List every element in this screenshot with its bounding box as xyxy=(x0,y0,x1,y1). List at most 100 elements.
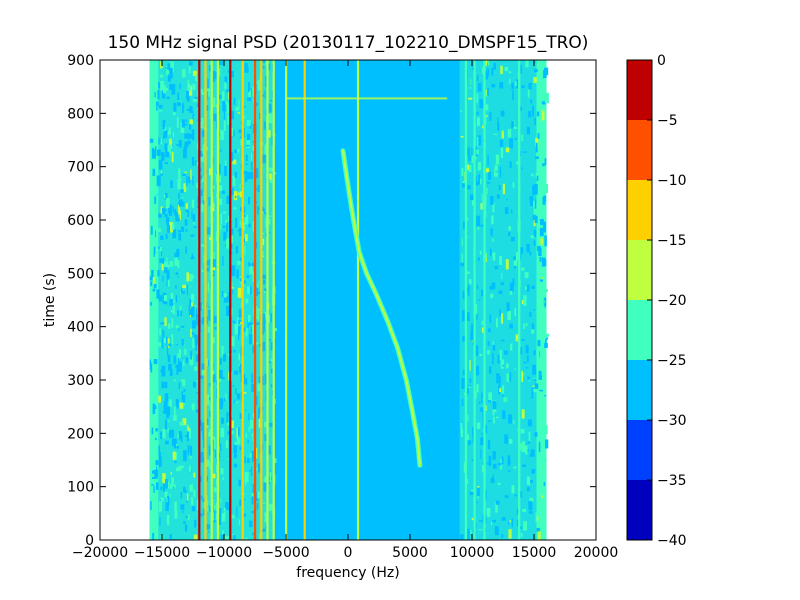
speckle xyxy=(499,388,502,392)
speckle xyxy=(494,165,498,171)
speckle xyxy=(160,486,163,490)
speckle xyxy=(519,526,522,530)
speckle xyxy=(152,288,156,292)
speckle xyxy=(493,133,498,135)
speckle xyxy=(193,226,197,229)
speckle xyxy=(500,147,504,158)
speckle xyxy=(486,187,488,195)
speckle xyxy=(154,519,158,527)
speckle xyxy=(206,475,209,482)
speckle xyxy=(245,66,249,73)
speckle xyxy=(231,420,234,429)
colorbar-cell xyxy=(627,60,652,120)
speckle xyxy=(170,472,172,475)
speckle xyxy=(510,343,513,351)
speckle xyxy=(515,334,520,342)
speckle xyxy=(177,260,180,269)
speckle xyxy=(162,258,165,268)
colorbar-tick-label: −15 xyxy=(657,233,687,249)
speckle xyxy=(182,201,185,207)
speckle xyxy=(185,203,188,209)
speckle xyxy=(183,486,186,493)
speckle xyxy=(213,113,218,122)
speckle xyxy=(179,465,184,469)
speckle xyxy=(208,530,210,533)
speckle xyxy=(157,90,160,100)
speckle xyxy=(519,64,522,74)
speckle xyxy=(513,126,518,129)
speckle xyxy=(466,434,469,445)
speckle xyxy=(187,427,190,431)
speckle xyxy=(530,449,535,457)
speckle xyxy=(538,531,541,540)
speckle xyxy=(262,406,264,411)
speckle xyxy=(231,336,235,347)
speckle xyxy=(257,206,259,215)
speckle xyxy=(527,376,531,380)
speckle xyxy=(251,433,253,438)
speckle xyxy=(234,370,238,375)
speckle xyxy=(153,283,157,289)
speckle xyxy=(223,231,227,241)
speckle xyxy=(210,337,215,344)
speckle xyxy=(206,418,209,426)
speckle xyxy=(156,194,159,199)
speckle xyxy=(507,311,512,320)
speckle xyxy=(177,370,179,374)
speckle xyxy=(468,155,471,161)
speckle xyxy=(471,155,474,164)
speckle xyxy=(225,222,229,232)
speckle xyxy=(171,477,175,483)
speckle xyxy=(189,119,193,125)
speckle xyxy=(270,341,273,351)
speckle xyxy=(545,339,547,346)
y-tick-label: 200 xyxy=(67,426,94,442)
speckle xyxy=(500,359,505,369)
speckle xyxy=(202,145,205,156)
speckle xyxy=(184,524,188,532)
speckle xyxy=(176,248,180,258)
speckle xyxy=(191,403,195,411)
speckle xyxy=(224,165,227,176)
speckle xyxy=(499,376,501,386)
speckle xyxy=(152,168,156,176)
speckle xyxy=(238,308,243,318)
speckle xyxy=(201,269,204,273)
speckle xyxy=(491,83,496,88)
speckle xyxy=(219,224,222,231)
speckle xyxy=(529,312,532,317)
speckle xyxy=(231,265,236,277)
speckle xyxy=(530,99,533,104)
colorbar-cell xyxy=(627,180,652,240)
speckle xyxy=(512,90,514,101)
speckle xyxy=(486,168,490,173)
speckle xyxy=(509,520,511,523)
speckle xyxy=(202,147,204,154)
speckle xyxy=(257,184,260,193)
speckle xyxy=(201,363,205,370)
speckle xyxy=(225,296,229,303)
speckle xyxy=(491,67,494,76)
speckle xyxy=(255,447,258,459)
speckle xyxy=(470,79,472,85)
speckle xyxy=(172,205,174,213)
speckle xyxy=(192,175,194,186)
speckle xyxy=(480,449,482,459)
speckle xyxy=(268,503,273,511)
speckle xyxy=(158,395,161,403)
speckle xyxy=(225,393,227,401)
speckle xyxy=(525,323,528,327)
speckle xyxy=(175,325,179,329)
speckle xyxy=(244,170,248,182)
speckle xyxy=(167,406,170,408)
speckle xyxy=(259,533,261,540)
speckle xyxy=(536,175,539,181)
speckle xyxy=(494,265,499,270)
interference-line-15 xyxy=(483,60,486,540)
speckle xyxy=(234,450,237,459)
speckle xyxy=(478,401,481,404)
speckle xyxy=(500,282,505,286)
speckle xyxy=(481,397,485,401)
speckle xyxy=(492,400,497,410)
speckle xyxy=(181,336,184,347)
